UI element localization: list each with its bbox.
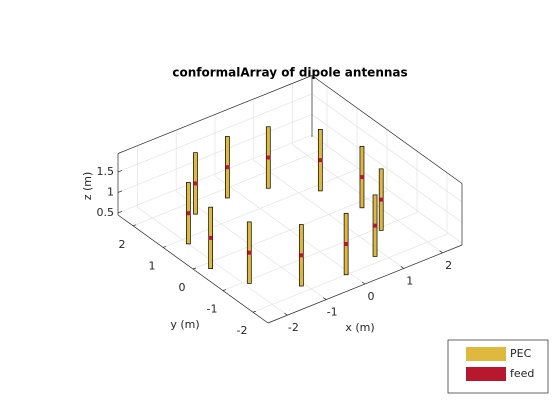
axis-box xyxy=(311,75,463,184)
y-tick xyxy=(252,310,257,313)
y-tick xyxy=(132,224,137,227)
x-tick-label: 2 xyxy=(445,259,452,272)
grid-line xyxy=(222,212,418,291)
z-axis-label: z (m) xyxy=(81,172,94,201)
legend-label: feed xyxy=(510,367,534,380)
feed xyxy=(379,197,384,202)
grid-line xyxy=(311,114,463,223)
z-tick xyxy=(117,190,123,193)
y-tick-label: -1 xyxy=(207,303,218,316)
feed xyxy=(247,250,252,255)
x-axis-label: x (m) xyxy=(345,321,374,334)
grid-line xyxy=(117,114,313,193)
y-axis-label: y (m) xyxy=(170,318,199,331)
z-tick-label: 0.5 xyxy=(97,206,115,219)
feed xyxy=(208,235,213,240)
legend-label: PEC xyxy=(510,347,532,360)
feed xyxy=(373,223,378,228)
feed xyxy=(359,175,364,180)
y-tick-label: 0 xyxy=(179,281,186,294)
x-tick xyxy=(361,281,366,285)
feed xyxy=(193,181,198,186)
y-tick xyxy=(162,246,167,248)
feed xyxy=(299,253,304,258)
y-tick xyxy=(222,289,227,291)
feed xyxy=(186,211,191,216)
feed xyxy=(266,155,271,160)
grid-line xyxy=(132,147,328,227)
feed xyxy=(318,158,323,163)
x-tick-label: -2 xyxy=(288,321,299,334)
z-tick xyxy=(117,170,123,173)
x-tick xyxy=(400,266,404,269)
z-tick-label: 1.5 xyxy=(97,165,115,178)
grid-line xyxy=(311,134,463,244)
y-tick-label: 1 xyxy=(149,259,156,272)
x-tick-label: -1 xyxy=(327,306,338,319)
grid-line xyxy=(117,134,313,214)
grid-line xyxy=(252,233,448,313)
y-tick-label: 2 xyxy=(119,238,126,251)
chart-title: conformalArray of dipole antennas xyxy=(172,66,407,80)
legend: PEC feed xyxy=(447,339,549,394)
axis-box xyxy=(117,75,313,154)
y-tick-label: -2 xyxy=(237,324,248,337)
grid-line xyxy=(117,93,313,173)
x-tick xyxy=(439,250,443,254)
z-tick xyxy=(117,211,123,214)
x-tick-label: 0 xyxy=(368,290,375,303)
legend-swatch xyxy=(466,367,506,381)
feed xyxy=(225,165,230,170)
grid-line xyxy=(162,169,358,248)
x-tick xyxy=(284,312,288,316)
z-tick-label: 1 xyxy=(107,185,114,198)
x-tick xyxy=(323,297,327,300)
x-tick-label: 1 xyxy=(406,274,413,287)
y-tick xyxy=(192,267,197,270)
grid-line xyxy=(192,190,388,270)
legend-swatch xyxy=(466,347,506,361)
grid-line xyxy=(311,93,463,203)
feed xyxy=(344,242,349,247)
